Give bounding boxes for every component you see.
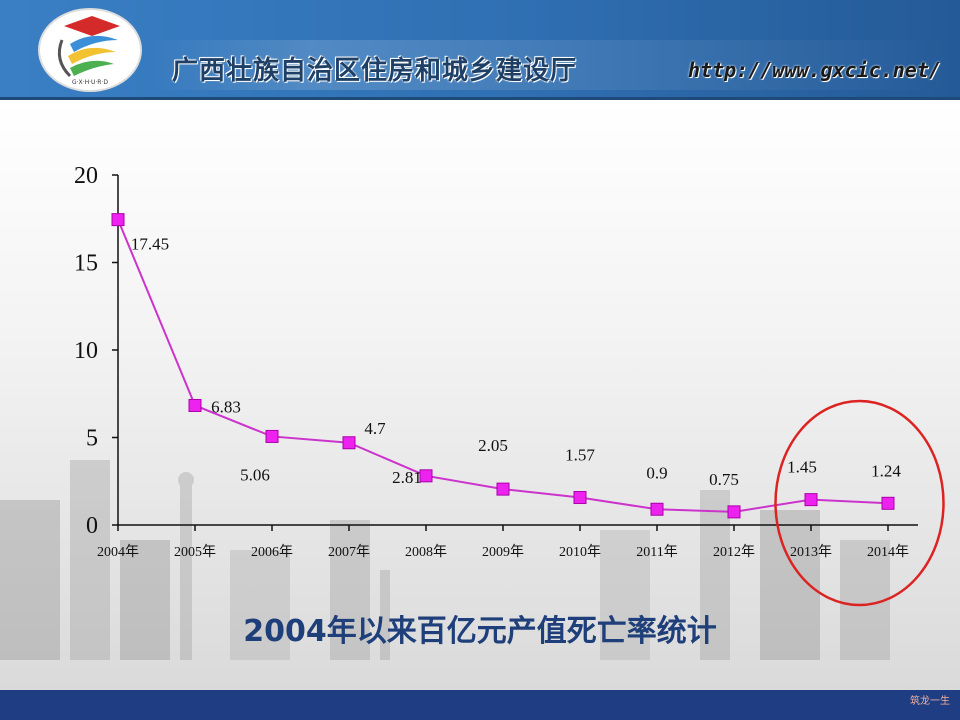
svg-text:G·X·H·U·R·D: G·X·H·U·R·D — [72, 79, 108, 86]
slide-content — [0, 100, 960, 690]
x-tick-label: 2014年 — [867, 544, 909, 560]
highlight-circle — [774, 399, 945, 607]
x-tick-label: 2009年 — [482, 544, 524, 560]
x-tick-label: 2013年 — [790, 544, 832, 560]
data-point — [650, 502, 664, 516]
data-label: 0.75 — [709, 470, 739, 489]
x-tick-label: 2010年 — [559, 544, 601, 560]
logo: G·X·H·U·R·D — [38, 8, 142, 92]
skyline-background — [0, 460, 890, 660]
y-tick-label: 0 — [86, 513, 98, 539]
data-point — [419, 469, 433, 483]
x-tick-label: 2004年 — [97, 544, 139, 560]
header-band — [150, 40, 960, 90]
x-tick-label: 2006年 — [251, 544, 293, 560]
x-tick-label: 2011年 — [636, 544, 677, 560]
footer-bar — [0, 690, 960, 720]
data-point — [342, 436, 356, 450]
data-label: 0.9 — [646, 463, 667, 482]
x-tick-label: 2005年 — [174, 544, 216, 560]
line-chart: 0 5 10 15 20 2004年 2005年 2006年 2007年 2008年 2009年 20… — [74, 163, 945, 607]
data-point — [881, 496, 895, 510]
data-point — [804, 493, 818, 507]
header-url[interactable]: http://www.gxcic.net/ — [688, 58, 941, 82]
y-tick-label: 20 — [74, 163, 98, 189]
y-tick-label: 15 — [74, 251, 98, 277]
data-label: 2.05 — [478, 436, 508, 455]
y-tick-label: 5 — [86, 426, 98, 452]
chart-title: 2004年以来百亿元产值死亡率统计 — [243, 614, 717, 649]
x-tick-label: 2008年 — [405, 544, 447, 560]
header-title: 广西壮族自治区住房和城乡建设厅 — [172, 56, 578, 86]
data-label: 5.06 — [240, 465, 270, 484]
data-point — [265, 429, 279, 443]
header-banner: G·X·H·U·R·D 广西壮族自治区住房和城乡建设厅 http://www.g… — [0, 0, 960, 100]
data-label: 6.83 — [211, 397, 241, 416]
data-point — [111, 213, 125, 227]
x-tick-label: 2007年 — [328, 544, 370, 560]
series-line — [117, 219, 889, 513]
data-point — [573, 491, 587, 505]
watermark: 筑龙一生 — [910, 696, 950, 707]
x-tick-label: 2012年 — [713, 544, 755, 560]
y-tick-label: 10 — [74, 338, 98, 364]
data-label: 17.45 — [131, 235, 169, 254]
data-label: 1.57 — [565, 446, 595, 465]
logo-emblem-icon: G·X·H·U·R·D — [57, 16, 120, 86]
data-label: 4.7 — [364, 419, 386, 438]
data-point — [188, 398, 202, 412]
data-label: 2.81 — [392, 468, 422, 487]
data-label: 1.24 — [871, 461, 901, 480]
data-label: 1.45 — [787, 458, 817, 477]
data-point — [496, 482, 510, 496]
data-point — [727, 505, 741, 519]
